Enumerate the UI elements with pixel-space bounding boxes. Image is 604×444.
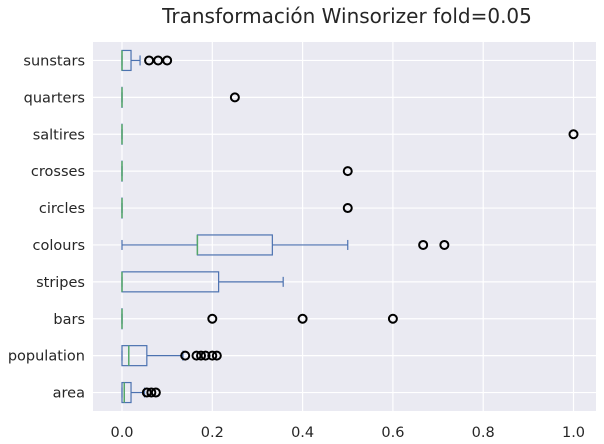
x-tick-label: 0.6 bbox=[381, 425, 404, 441]
box-area bbox=[121, 381, 161, 404]
outlier-point bbox=[229, 92, 240, 103]
iqr-box bbox=[121, 381, 132, 404]
outlier-point bbox=[162, 55, 173, 66]
y-tick-label-circles: circles bbox=[39, 201, 85, 217]
outlier-point bbox=[418, 239, 429, 250]
x-tick-label: 1.0 bbox=[562, 425, 585, 441]
outlier-point bbox=[387, 313, 398, 324]
box-quarters bbox=[121, 86, 240, 108]
box-bars bbox=[121, 308, 398, 330]
box-stripes bbox=[121, 271, 284, 293]
outlier-point bbox=[141, 387, 152, 398]
x-tick-label: 0.0 bbox=[110, 425, 133, 441]
outlier-point bbox=[200, 350, 211, 361]
box-saltires bbox=[121, 123, 579, 145]
boxes-layer bbox=[121, 49, 579, 404]
outlier-point bbox=[144, 55, 155, 66]
box-sunstars bbox=[121, 49, 173, 72]
box-circles bbox=[121, 197, 353, 219]
outlier-point bbox=[146, 387, 157, 398]
outlier-point bbox=[568, 129, 579, 140]
y-tick-label-quarters: quarters bbox=[24, 90, 85, 106]
y-tick-label-colours: colours bbox=[33, 238, 85, 254]
outlier-point bbox=[180, 350, 191, 361]
chart-title: Transformación Winsorizer fold=0.05 bbox=[161, 4, 532, 28]
y-tick-label-stripes: stripes bbox=[36, 275, 85, 291]
box-crosses bbox=[121, 160, 353, 182]
y-tick-label-population: population bbox=[8, 349, 85, 365]
outlier-point bbox=[439, 239, 450, 250]
outlier-point bbox=[207, 313, 218, 324]
y-tick-label-area: area bbox=[53, 386, 85, 402]
y-tick-label-crosses: crosses bbox=[31, 164, 85, 180]
y-tick-label-saltires: saltires bbox=[33, 127, 85, 143]
x-tick-label: 0.8 bbox=[472, 425, 495, 441]
outlier-point bbox=[150, 387, 161, 398]
outlier-point bbox=[153, 55, 164, 66]
y-tick-label-bars: bars bbox=[53, 312, 85, 328]
y-tick-label-sunstars: sunstars bbox=[23, 53, 85, 69]
x-tick-label: 0.2 bbox=[201, 425, 224, 441]
outlier-point bbox=[342, 203, 353, 214]
box-colours bbox=[121, 234, 450, 256]
plot-background bbox=[93, 42, 596, 411]
axis-labels: 0.0 0.2 0.4 0.6 0.8 1.0 sunstars quarters saltir… bbox=[8, 53, 585, 441]
outlier-point bbox=[191, 350, 202, 361]
outlier-point bbox=[196, 350, 207, 361]
outlier-point bbox=[297, 313, 308, 324]
box-population bbox=[121, 345, 222, 367]
outlier-point bbox=[342, 166, 353, 177]
outlier-point bbox=[211, 350, 222, 361]
outlier-point bbox=[207, 350, 218, 361]
x-tick-label: 0.4 bbox=[291, 425, 314, 441]
iqr-box bbox=[121, 345, 148, 367]
